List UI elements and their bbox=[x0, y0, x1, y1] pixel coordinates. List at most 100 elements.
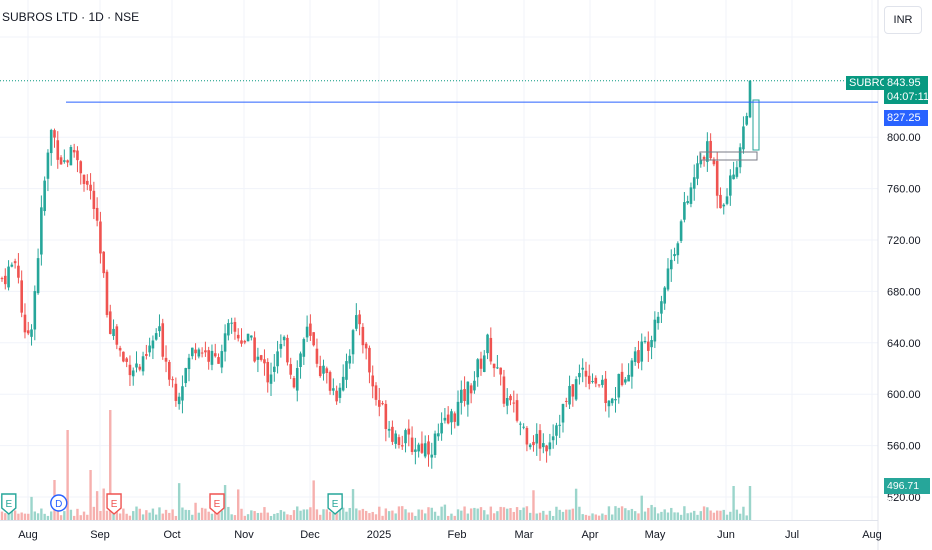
dividend-marker[interactable]: D bbox=[50, 494, 68, 512]
earnings-marker[interactable]: E bbox=[1, 493, 17, 515]
volume-bar bbox=[227, 506, 230, 520]
volume-bar bbox=[312, 480, 315, 520]
volume-bar bbox=[358, 510, 361, 520]
candle-body bbox=[719, 194, 722, 209]
volume-bar bbox=[371, 511, 374, 520]
volume-bar bbox=[40, 508, 43, 520]
volume-bar bbox=[565, 509, 568, 520]
candle-body bbox=[397, 437, 401, 445]
x-tick-label: Nov bbox=[234, 529, 254, 541]
volume-bar bbox=[233, 515, 237, 520]
candle-body bbox=[358, 314, 361, 325]
volume-bar bbox=[253, 511, 256, 520]
volume-tag: 496.71 K bbox=[884, 478, 930, 508]
volume-bar bbox=[115, 511, 119, 520]
volume-bar bbox=[263, 507, 266, 520]
volume-bar bbox=[522, 507, 525, 520]
candle-body bbox=[325, 368, 329, 374]
volume-bar bbox=[581, 514, 584, 520]
candle-body bbox=[532, 441, 535, 446]
x-tick-label: 2025 bbox=[367, 529, 391, 541]
currency-selector[interactable]: INR bbox=[884, 6, 922, 34]
volume-bar bbox=[69, 509, 73, 520]
volume-bar bbox=[33, 511, 37, 520]
volume-bar bbox=[614, 506, 617, 520]
volume-bar bbox=[620, 506, 624, 520]
candle-body bbox=[545, 445, 548, 452]
volume-bar bbox=[489, 506, 493, 520]
candle-body bbox=[10, 264, 14, 267]
candle-body bbox=[115, 326, 119, 345]
volume-bar bbox=[617, 507, 620, 520]
volume-bar bbox=[643, 511, 647, 520]
y-tick-label: 760.00 bbox=[887, 184, 921, 196]
earnings-marker[interactable]: E bbox=[106, 493, 122, 515]
volume-bar bbox=[683, 506, 686, 520]
candle-body bbox=[581, 367, 584, 370]
volume-bar bbox=[437, 515, 440, 520]
candle-body bbox=[610, 398, 614, 404]
volume-bar bbox=[174, 515, 178, 520]
candle-body bbox=[63, 160, 66, 162]
earnings-marker-label: E bbox=[332, 499, 339, 510]
candle-body bbox=[66, 160, 69, 163]
candle-body bbox=[3, 275, 7, 285]
candle-body bbox=[168, 361, 171, 380]
volume-bar bbox=[420, 509, 424, 520]
volume-bar bbox=[63, 511, 66, 520]
volume-bar bbox=[338, 509, 342, 520]
candle-body bbox=[289, 364, 293, 375]
volume-bar bbox=[466, 513, 470, 520]
candle-body bbox=[482, 355, 486, 373]
candle-body bbox=[122, 351, 125, 362]
volume-bar bbox=[181, 507, 184, 520]
candle-body bbox=[174, 383, 178, 401]
volume-bar bbox=[27, 513, 30, 520]
candle-body bbox=[161, 323, 165, 357]
candle-body bbox=[266, 361, 270, 383]
candle-body bbox=[515, 400, 519, 421]
candle-body bbox=[272, 366, 276, 372]
candle-body bbox=[738, 147, 742, 168]
candle-body bbox=[312, 332, 315, 346]
volume-bar bbox=[568, 509, 571, 520]
volume-bar bbox=[276, 513, 279, 520]
candle-body bbox=[233, 321, 237, 332]
candle-body bbox=[95, 207, 99, 221]
volume-bar bbox=[13, 510, 17, 520]
volume-bar bbox=[299, 510, 302, 520]
volume-bar bbox=[528, 512, 532, 520]
candle-body bbox=[400, 445, 404, 447]
volume-bar bbox=[476, 508, 479, 520]
volume-bar bbox=[273, 513, 276, 520]
volume-bar bbox=[548, 510, 552, 520]
volume-bar bbox=[555, 506, 558, 520]
candle-body bbox=[250, 335, 253, 338]
volume-bar bbox=[679, 514, 683, 520]
volume-bar bbox=[194, 502, 197, 520]
candle-body bbox=[679, 221, 683, 241]
volume-bar bbox=[89, 470, 92, 520]
volume-bar bbox=[693, 510, 696, 520]
candle-body bbox=[594, 377, 598, 384]
volume-bar bbox=[401, 506, 404, 520]
candle-body bbox=[555, 425, 558, 436]
candle-body bbox=[79, 161, 83, 174]
volume-bar bbox=[286, 514, 289, 520]
volume-bar bbox=[237, 489, 240, 520]
projected-candle bbox=[752, 99, 760, 151]
candle-body bbox=[282, 336, 286, 341]
earnings-marker[interactable]: E bbox=[209, 493, 225, 515]
earnings-marker[interactable]: E bbox=[327, 493, 343, 515]
volume-bar bbox=[748, 486, 752, 520]
volume-bar bbox=[571, 508, 575, 520]
candle-body bbox=[0, 278, 4, 280]
volume-bar bbox=[348, 507, 351, 520]
volume-bar bbox=[223, 485, 227, 520]
candle-body bbox=[414, 449, 417, 452]
candle-body bbox=[607, 400, 611, 407]
volume-bar bbox=[151, 508, 155, 520]
volume-bar bbox=[483, 510, 486, 520]
candle-body bbox=[446, 414, 450, 424]
